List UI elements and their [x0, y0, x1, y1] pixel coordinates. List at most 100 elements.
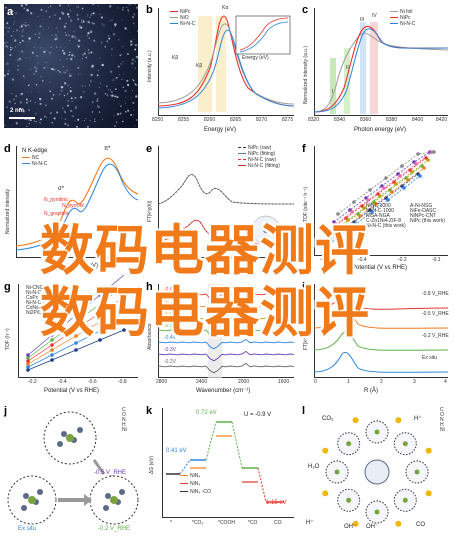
stem-atom [132, 101, 135, 105]
panel-label: d [4, 143, 11, 155]
plot-axes [158, 8, 294, 116]
series-point [362, 206, 366, 210]
series-point [416, 152, 420, 156]
stem-atom [5, 6, 7, 9]
series-point [98, 329, 102, 333]
potential-label: -0.8V [164, 287, 176, 293]
stem-atom [21, 30, 24, 33]
x-category: *CO [248, 520, 258, 526]
stem-atom [11, 93, 13, 95]
stem-atom [88, 37, 91, 39]
stem-atom [91, 65, 94, 68]
series-point [338, 234, 342, 238]
x-tick: 8265 [230, 117, 242, 123]
stem-atom [130, 97, 132, 99]
stem-atom [124, 102, 126, 104]
stem-atom [50, 46, 52, 48]
stem-atom [80, 26, 83, 29]
stem-atom [136, 119, 138, 121]
stem-atom [92, 12, 95, 15]
x-tick: 8270 [256, 117, 268, 123]
stem-atom [135, 83, 137, 86]
stem-atom [62, 66, 64, 68]
stem-atom [91, 111, 94, 113]
stem-atom [38, 32, 41, 35]
stem-atom [101, 63, 104, 67]
stem-atom [44, 61, 47, 64]
stem-atom [66, 124, 70, 127]
stem-atom [136, 6, 139, 9]
stem-atom [101, 23, 103, 25]
scale-bar-label: 2 nm [10, 108, 25, 114]
series-point [400, 164, 404, 168]
peak-label: N_pyrrolic [62, 203, 85, 209]
stem-atom [28, 118, 31, 121]
legend-entry: Ni-N-C [32, 161, 48, 167]
legend-entry: CoPc [26, 295, 39, 301]
stem-atom [76, 125, 78, 128]
stem-atom [47, 6, 49, 8]
stem-atom [55, 46, 58, 48]
panel-label: k [146, 405, 153, 417]
legend-entry: NiPc [400, 15, 411, 21]
stem-atom [131, 62, 134, 65]
stem-atom [130, 40, 133, 43]
series-point [74, 348, 78, 352]
stem-atom [77, 45, 80, 48]
series-point [50, 343, 54, 347]
stem-atom [74, 36, 76, 38]
stem-atom [16, 59, 19, 62]
stem-atom [68, 16, 70, 18]
stem-atom [51, 68, 54, 71]
legend-entry: NiN₃ -CO [190, 489, 211, 495]
stem-atom [102, 24, 105, 27]
stem-atom [93, 39, 96, 42]
panel-label: b [146, 4, 153, 16]
stem-atom [93, 22, 95, 25]
stem-atom [33, 46, 35, 48]
series-point [366, 198, 370, 202]
x-tick: 2000 [238, 379, 250, 385]
stem-atom [28, 41, 30, 43]
stem-atom [28, 84, 30, 86]
stem-atom [14, 39, 17, 42]
stem-atom [28, 109, 30, 111]
panel-j: j C O N H Ni -0.5 V_RHE Ex situ -0.2 V_R… [4, 404, 142, 534]
stem-atom [42, 18, 44, 20]
series-point [354, 222, 358, 226]
legend-entry: NiSA-NGA [366, 213, 390, 219]
x-tick: 8360 [360, 117, 372, 123]
stem-atom [35, 70, 38, 73]
series-point [432, 150, 436, 154]
stem-atom [121, 78, 123, 80]
stem-atom [125, 96, 127, 98]
stem-atom [87, 32, 90, 35]
stem-atom [26, 8, 28, 10]
stem-atom [106, 40, 109, 43]
panel-label: f [302, 143, 306, 155]
stem-atom [82, 90, 85, 93]
stem-atom [3, 63, 5, 66]
stem-atom [119, 54, 121, 57]
legend: NiNC-1000 Ni-N-C-1000 NiSA-NGA C-Zn1Ni4-… [366, 204, 406, 229]
stem-atom [114, 78, 116, 79]
x-tick: -0.4 [58, 379, 67, 385]
stem-atom [43, 50, 46, 54]
series-point [418, 174, 422, 178]
series-point [336, 212, 340, 216]
series-point [322, 246, 326, 250]
structure-diagram [7, 411, 139, 525]
stem-atom [63, 94, 66, 97]
stem-atom [91, 4, 93, 6]
stem-atom [76, 44, 78, 46]
stem-atom [70, 57, 73, 61]
stem-atom [112, 32, 116, 36]
legend-entry: NiN₄ [190, 473, 201, 479]
stem-atom [108, 37, 111, 40]
x-axis-label: Wavenumber (cm⁻¹) [196, 388, 251, 394]
peak-label: σ* [58, 186, 65, 192]
ni-atom [346, 497, 352, 503]
stem-atom [35, 84, 38, 86]
stem-atom [22, 29, 25, 31]
stem-atom [134, 43, 138, 47]
